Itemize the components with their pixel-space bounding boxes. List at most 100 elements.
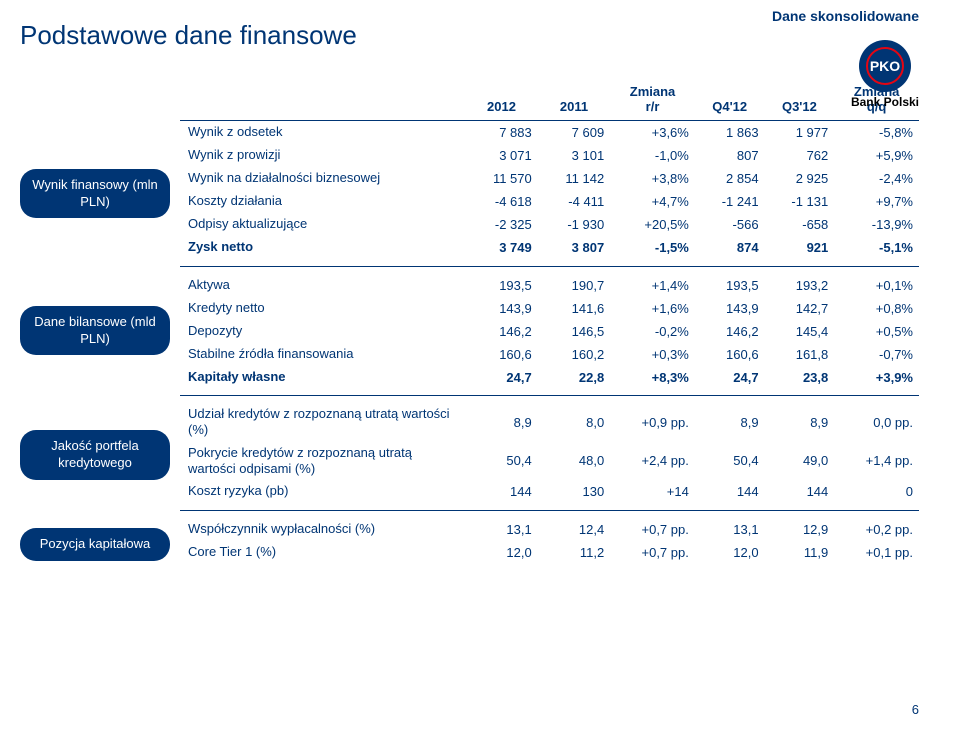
- metric-name: Koszty działania: [180, 190, 465, 213]
- metric-value: 3 101: [538, 144, 610, 167]
- metric-value: 143,9: [465, 297, 537, 320]
- metric-value: 161,8: [765, 343, 835, 366]
- metric-value: 11 570: [465, 167, 537, 190]
- metric-value: 13,1: [695, 518, 765, 541]
- metric-value: +0,3%: [610, 343, 695, 366]
- section-label: Wynik finansowy (mln PLN): [20, 169, 170, 219]
- table-row: Pokrycie kredytów z rozpoznaną utratą wa…: [180, 442, 919, 481]
- metric-name: Core Tier 1 (%): [180, 541, 465, 564]
- metric-value: +9,7%: [834, 190, 919, 213]
- metric-value: -0,7%: [834, 343, 919, 366]
- logo-text: Bank Polski: [851, 95, 919, 109]
- table-row: Stabilne źródła finansowania160,6160,2+0…: [180, 343, 919, 366]
- metric-value: 11,9: [765, 541, 835, 564]
- metric-value: +0,2 pp.: [834, 518, 919, 541]
- metric-name: Wynik na działalności biznesowej: [180, 167, 465, 190]
- metric-value: 142,7: [765, 297, 835, 320]
- metric-value: 24,7: [695, 366, 765, 389]
- metric-value: 22,8: [538, 366, 610, 389]
- metric-value: +1,6%: [610, 297, 695, 320]
- metric-name: Depozyty: [180, 320, 465, 343]
- metric-value: 190,7: [538, 274, 610, 297]
- metric-name: Współczynnik wypłacalności (%): [180, 518, 465, 541]
- metric-value: +20,5%: [610, 213, 695, 236]
- metric-value: -1 131: [765, 190, 835, 213]
- metric-value: -566: [695, 213, 765, 236]
- table-row: Core Tier 1 (%)12,011,2+0,7 pp.12,011,9+…: [180, 541, 919, 564]
- table-row: Koszt ryzyka (pb)144130+141441440: [180, 480, 919, 503]
- metric-value: 193,5: [695, 274, 765, 297]
- financial-table: 20122011Zmianar/rQ4'12Q3'12Zmianaq/q Wyn…: [180, 81, 919, 571]
- metric-name: Wynik z odsetek: [180, 121, 465, 144]
- metric-value: 50,4: [465, 442, 537, 481]
- metric-value: 48,0: [538, 442, 610, 481]
- col-header: Zmianar/r: [610, 81, 695, 121]
- logo-inner-text: PKO: [866, 47, 904, 85]
- metric-name: Kredyty netto: [180, 297, 465, 320]
- section-label: Jakość portfela kredytowego: [20, 430, 170, 480]
- metric-value: 3 807: [538, 236, 610, 259]
- metric-value: 762: [765, 144, 835, 167]
- metric-value: 8,9: [695, 403, 765, 442]
- metric-value: 8,9: [465, 403, 537, 442]
- metric-value: +1,4%: [610, 274, 695, 297]
- metric-value: -4 618: [465, 190, 537, 213]
- metric-value: 193,5: [465, 274, 537, 297]
- metric-value: -2,4%: [834, 167, 919, 190]
- metric-value: 1 863: [695, 121, 765, 144]
- metric-value: 146,2: [465, 320, 537, 343]
- metric-value: 0: [834, 480, 919, 503]
- metric-value: 874: [695, 236, 765, 259]
- metric-value: 146,2: [695, 320, 765, 343]
- metric-value: -1,0%: [610, 144, 695, 167]
- metric-name: Zysk netto: [180, 236, 465, 259]
- metric-value: 130: [538, 480, 610, 503]
- table-row: Kredyty netto143,9141,6+1,6%143,9142,7+0…: [180, 297, 919, 320]
- metric-value: -4 411: [538, 190, 610, 213]
- metric-value: 13,1: [465, 518, 537, 541]
- metric-value: +0,1%: [834, 274, 919, 297]
- metric-value: 8,0: [538, 403, 610, 442]
- metric-value: 8,9: [765, 403, 835, 442]
- metric-value: +0,5%: [834, 320, 919, 343]
- table-row: Koszty działania-4 618-4 411+4,7%-1 241-…: [180, 190, 919, 213]
- metric-value: -0,2%: [610, 320, 695, 343]
- metric-value: -5,8%: [834, 121, 919, 144]
- metric-value: 144: [765, 480, 835, 503]
- table-row: Zysk netto3 7493 807-1,5%874921-5,1%: [180, 236, 919, 259]
- metric-value: +0,7 pp.: [610, 518, 695, 541]
- table-row: Kapitały własne24,722,8+8,3%24,723,8+3,9…: [180, 366, 919, 389]
- metric-value: 49,0: [765, 442, 835, 481]
- metric-value: +3,9%: [834, 366, 919, 389]
- metric-value: 7 883: [465, 121, 537, 144]
- metric-value: 50,4: [695, 442, 765, 481]
- col-header: Q4'12: [695, 81, 765, 121]
- metric-value: 12,4: [538, 518, 610, 541]
- metric-value: +2,4 pp.: [610, 442, 695, 481]
- metric-value: 12,0: [465, 541, 537, 564]
- metric-value: 146,5: [538, 320, 610, 343]
- page-title: Podstawowe dane finansowe: [20, 20, 919, 51]
- metric-value: 12,0: [695, 541, 765, 564]
- metric-value: +1,4 pp.: [834, 442, 919, 481]
- metric-value: 193,2: [765, 274, 835, 297]
- metric-value: -658: [765, 213, 835, 236]
- metric-value: +0,1 pp.: [834, 541, 919, 564]
- metric-value: 160,6: [465, 343, 537, 366]
- metric-value: 0,0 pp.: [834, 403, 919, 442]
- metric-name: Kapitały własne: [180, 366, 465, 389]
- metric-value: -1 930: [538, 213, 610, 236]
- metric-value: 23,8: [765, 366, 835, 389]
- metric-value: 11 142: [538, 167, 610, 190]
- logo-circle-icon: PKO: [859, 40, 911, 92]
- table-row: Współczynnik wypłacalności (%)13,112,4+0…: [180, 518, 919, 541]
- metric-value: +3,8%: [610, 167, 695, 190]
- metric-name: Udział kredytów z rozpoznaną utratą wart…: [180, 403, 465, 442]
- table-row: Depozyty146,2146,5-0,2%146,2145,4+0,5%: [180, 320, 919, 343]
- metric-value: -1 241: [695, 190, 765, 213]
- col-header: 2012: [465, 81, 537, 121]
- col-header: Q3'12: [765, 81, 835, 121]
- metric-value: +14: [610, 480, 695, 503]
- metric-value: 3 749: [465, 236, 537, 259]
- table-row: Odpisy aktualizujące-2 325-1 930+20,5%-5…: [180, 213, 919, 236]
